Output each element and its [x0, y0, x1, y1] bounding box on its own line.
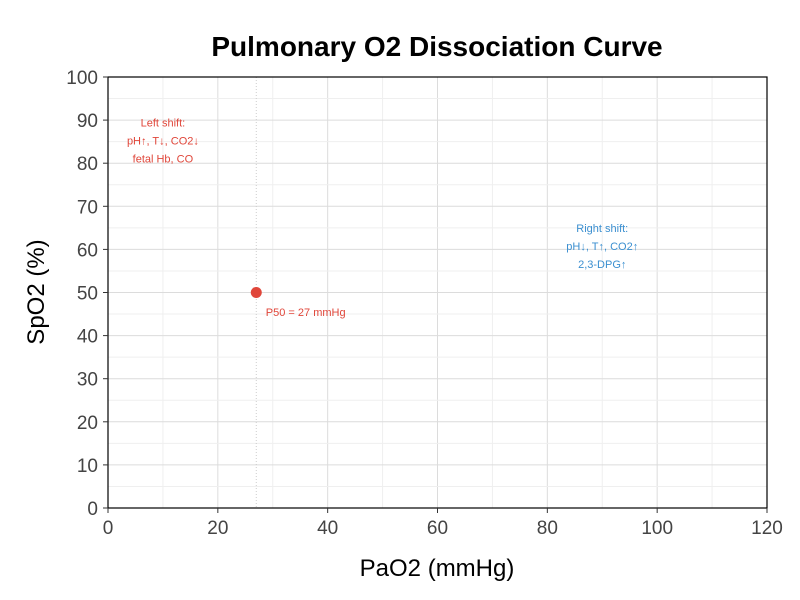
- y-tick-label: 80: [77, 154, 98, 175]
- grid-lines: [107, 76, 768, 509]
- annotation-line: pH↑, T↓, CO2↓: [127, 136, 199, 148]
- y-axis-label: SpO2 (%): [23, 239, 50, 344]
- x-tick-label: 100: [641, 518, 673, 539]
- y-tick-label: 30: [77, 370, 98, 391]
- annotation-line: P50 = 27 mmHg: [266, 307, 346, 319]
- y-axis-ticks: 0 10 20 30 40 50 60 70 80 90 100: [66, 68, 108, 520]
- x-axis-label: PaO2 (mmHg): [360, 555, 515, 582]
- annotation-line: Left shift:: [141, 118, 186, 130]
- chart-title: Pulmonary O2 Dissociation Curve: [211, 31, 662, 62]
- x-tick-label: 40: [317, 518, 338, 539]
- x-tick-label: 20: [207, 518, 228, 539]
- y-tick-label: 50: [77, 284, 98, 305]
- y-tick-label: 20: [77, 413, 98, 434]
- y-tick-label: 40: [77, 327, 98, 348]
- annotation-right-shift: Right shift: pH↓, T↑, CO2↑ 2,3-DPG↑: [566, 223, 638, 271]
- data-point: [250, 287, 262, 298]
- y-tick-label: 60: [77, 240, 98, 261]
- annotation-line: 2,3-DPG↑: [578, 259, 626, 271]
- y-tick-label: 70: [77, 197, 98, 218]
- x-tick-label: 80: [537, 518, 558, 539]
- x-tick-label: 0: [103, 518, 114, 539]
- x-tick-label: 120: [751, 518, 783, 539]
- y-tick-label: 100: [66, 68, 98, 89]
- y-tick-label: 0: [87, 499, 98, 520]
- x-tick-label: 60: [427, 518, 448, 539]
- y-tick-label: 10: [77, 456, 98, 477]
- x-axis-ticks: 0 20 40 60 80 100 120: [103, 508, 783, 539]
- annotation-line: fetal Hb, CO: [133, 154, 194, 166]
- annotations: P50 = 27 mmHg Left shift: pH↑, T↓, CO2↓ fet…: [127, 118, 638, 320]
- annotation-line: pH↓, T↑, CO2↑: [566, 241, 638, 253]
- data-points: [250, 287, 262, 298]
- annotation-p50: P50 = 27 mmHg: [266, 307, 346, 319]
- y-tick-label: 90: [77, 111, 98, 132]
- annotation-left-shift: Left shift: pH↑, T↓, CO2↓ fetal Hb, CO: [127, 118, 199, 166]
- annotation-line: Right shift:: [576, 223, 628, 235]
